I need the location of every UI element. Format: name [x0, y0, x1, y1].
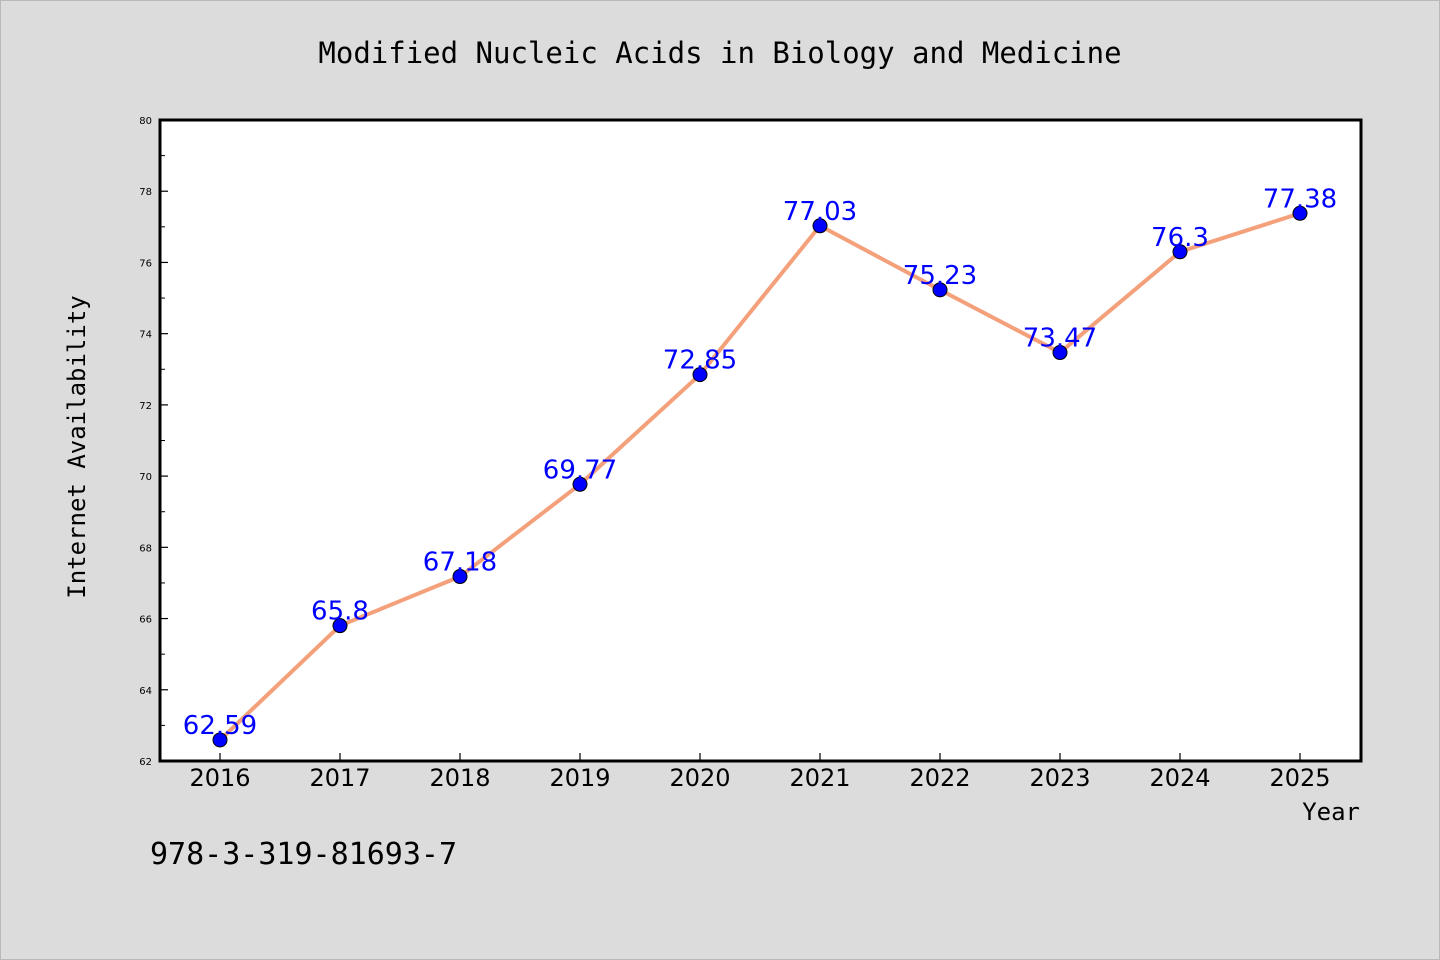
data-point	[452, 569, 468, 585]
x-tick-label: 2018	[429, 764, 490, 792]
y-tick-label: 68	[139, 543, 152, 554]
data-label: 62.59	[183, 711, 257, 741]
x-tick-label: 2023	[1029, 764, 1090, 792]
y-tick-label: 78	[139, 187, 152, 198]
y-tick-label: 66	[139, 615, 152, 626]
data-point	[572, 476, 588, 492]
data-label: 73.47	[1023, 324, 1097, 354]
data-label: 67.18	[423, 548, 497, 578]
x-tick-label: 2022	[909, 764, 970, 792]
x-axis-label: Year	[1302, 798, 1360, 826]
x-tick-label: 2025	[1269, 764, 1330, 792]
chart-title: Modified Nucleic Acids in Biology and Me…	[318, 36, 1121, 70]
data-point	[1052, 345, 1068, 361]
data-label: 77.38	[1263, 184, 1337, 214]
data-point	[332, 618, 348, 634]
series-line	[218, 211, 1301, 742]
data-labels: 62.59 65.8 67.18 69.77 72.85 77.03 75.23 73.47 7…	[183, 184, 1337, 741]
data-label: 69.77	[543, 455, 617, 485]
data-point	[212, 732, 228, 748]
y-axis-label: Internet Availability	[63, 295, 91, 598]
data-point	[1292, 205, 1308, 221]
x-tick-label: 2024	[1149, 764, 1210, 792]
data-label: 72.85	[663, 346, 737, 376]
x-tick-label: 2021	[789, 764, 850, 792]
plot-frame	[158, 118, 1363, 763]
data-label: 76.3	[1151, 223, 1209, 253]
x-tick-label: 2017	[309, 764, 370, 792]
data-label: 77.03	[783, 197, 857, 227]
data-label: 75.23	[903, 261, 977, 291]
plot-area	[160, 120, 1361, 761]
series-group	[212, 205, 1308, 748]
y-tick-label: 62	[139, 757, 152, 768]
x-tick-label: 2016	[189, 764, 250, 792]
data-point	[1172, 244, 1188, 260]
y-tick-label: 64	[139, 686, 152, 697]
data-point	[932, 282, 948, 298]
y-tick-label: 74	[139, 330, 152, 341]
x-tick-label: 2020	[669, 764, 730, 792]
y-tick-label: 76	[139, 258, 152, 269]
isbn-annotation: 978-3-319-81693-7	[150, 837, 457, 872]
y-tick-label: 72	[139, 401, 152, 412]
y-tick-label: 70	[139, 472, 152, 483]
data-point	[692, 367, 708, 383]
data-label: 65.8	[311, 597, 369, 627]
x-tick-label: 2019	[549, 764, 610, 792]
data-point	[812, 218, 828, 234]
x-axis-ticks: 2016 2017 2018 2019 2020 2021 2022 2023 2024 2025	[189, 753, 1331, 792]
y-tick-label: 80	[139, 116, 152, 127]
